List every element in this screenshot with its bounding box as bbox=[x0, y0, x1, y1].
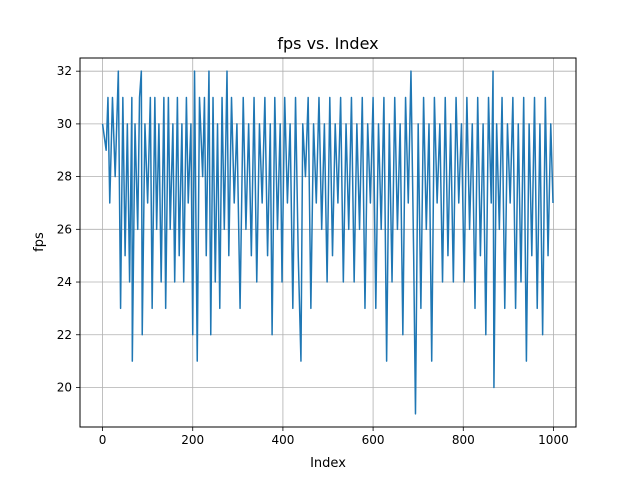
plot-frame bbox=[79, 57, 577, 428]
x-axis-label: Index bbox=[310, 456, 346, 471]
x-tick-label: 1000 bbox=[538, 433, 569, 447]
y-tick-label: 24 bbox=[57, 275, 72, 289]
x-tick-label: 600 bbox=[362, 433, 385, 447]
y-tick-label: 30 bbox=[57, 117, 72, 131]
x-tick-label: 800 bbox=[452, 433, 475, 447]
chart-title: fps vs. Index bbox=[277, 34, 378, 53]
y-axis-label: fps bbox=[32, 232, 47, 252]
y-tick-label: 28 bbox=[57, 170, 72, 184]
y-tick-label: 26 bbox=[57, 222, 72, 236]
tick-layer: 0 200 400 600 800 1000 20 22 24 26 28 30 32 bbox=[57, 64, 569, 447]
y-tick-label: 20 bbox=[57, 380, 72, 394]
x-tick-label: 400 bbox=[271, 433, 294, 447]
data-layer bbox=[101, 70, 554, 415]
y-tick-label: 22 bbox=[57, 328, 72, 342]
x-tick-label: 0 bbox=[99, 433, 107, 447]
y-tick-label: 32 bbox=[57, 64, 72, 78]
series-line bbox=[101, 70, 554, 415]
x-tick-label: 200 bbox=[181, 433, 204, 447]
